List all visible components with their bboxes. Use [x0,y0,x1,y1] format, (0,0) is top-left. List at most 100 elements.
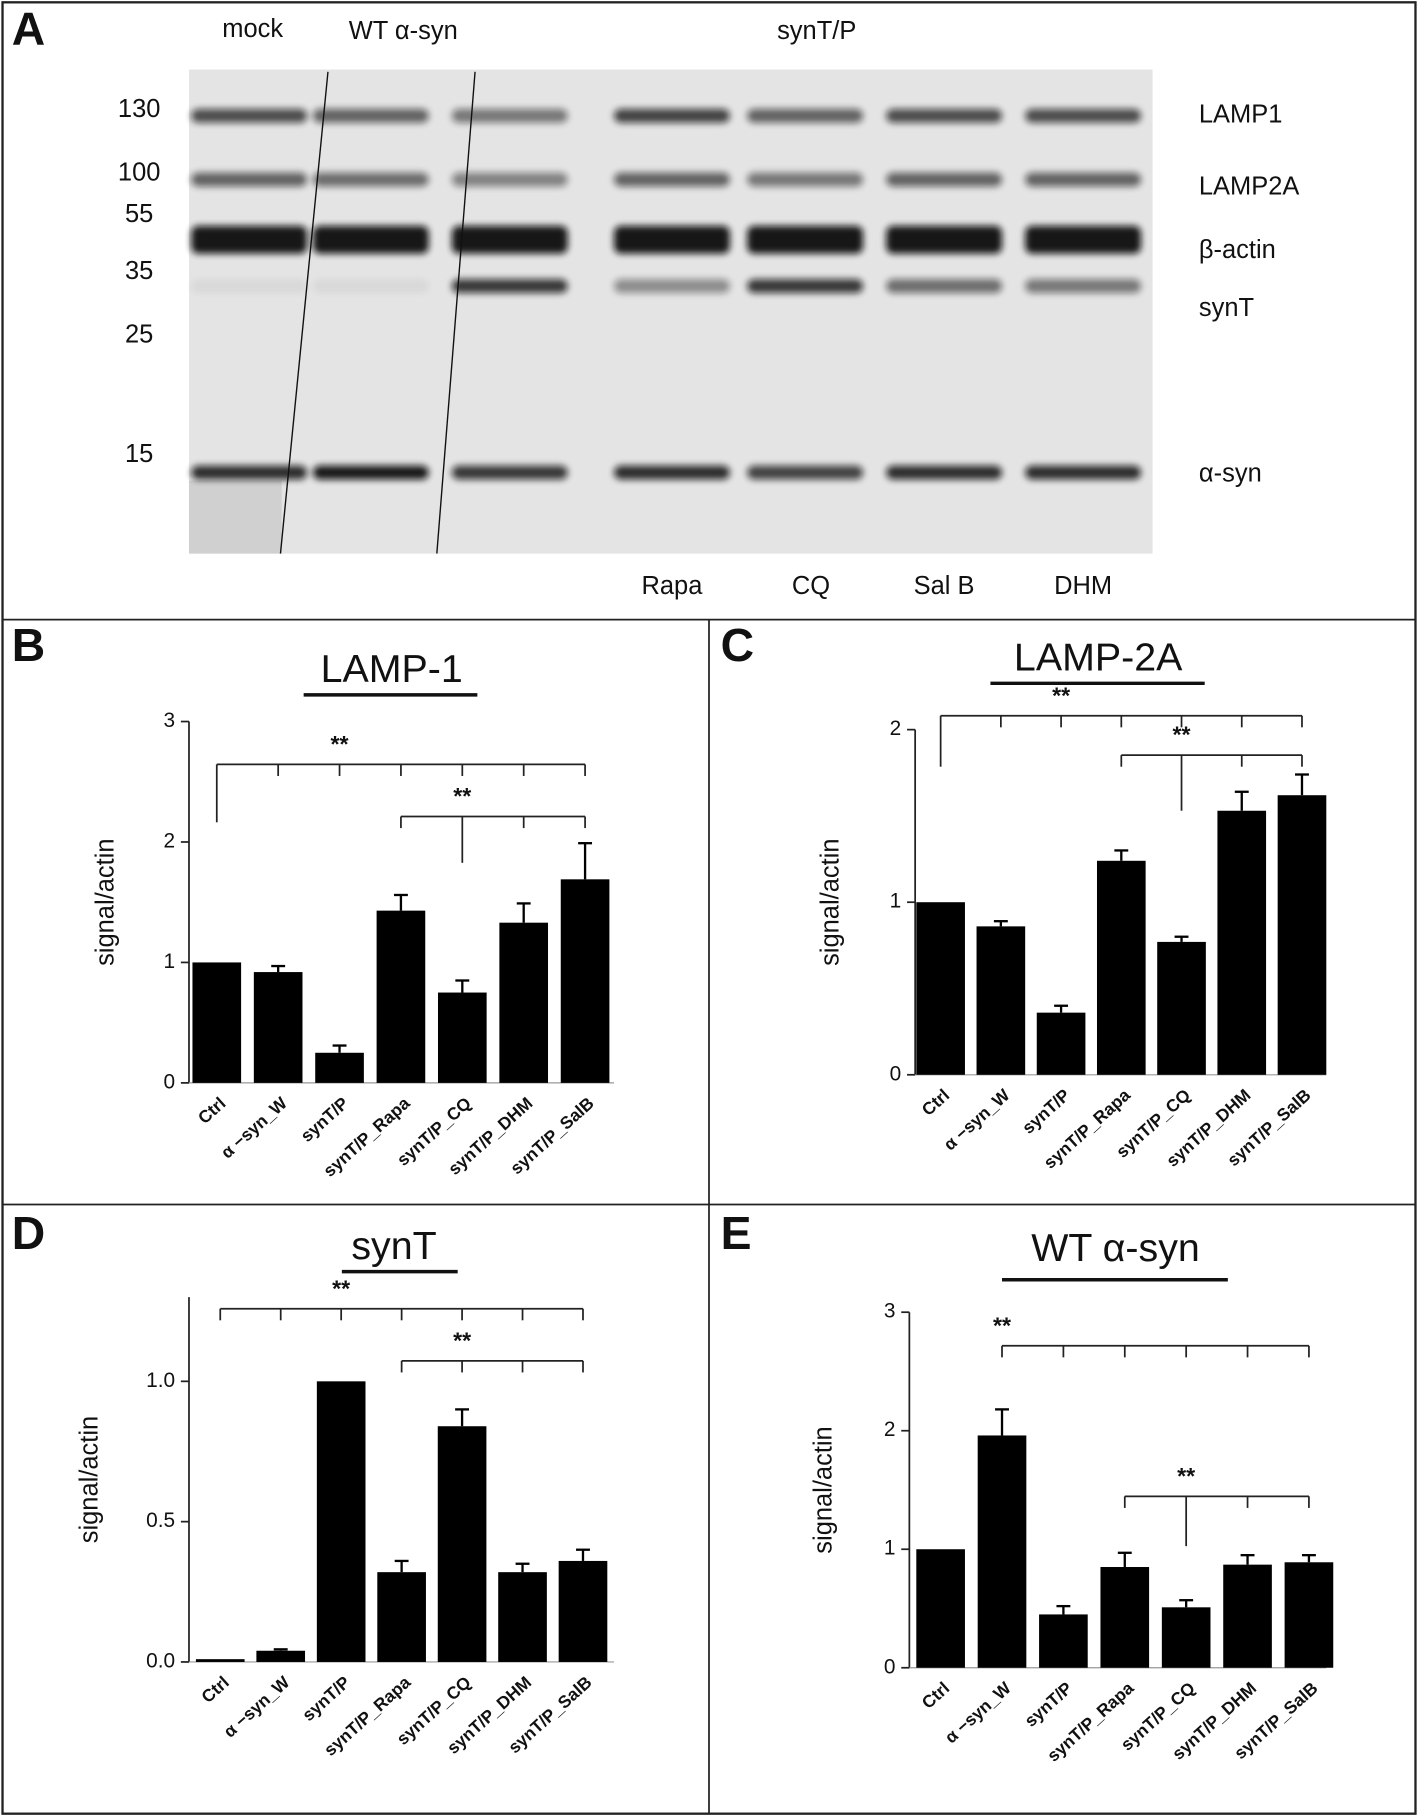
error-bar [1054,1004,1069,1013]
band [886,279,1003,294]
bar [1223,1564,1272,1668]
band [312,108,429,123]
band [614,108,730,123]
bar [437,1426,487,1662]
membrane-shade [188,480,282,554]
marker-label: 100 [118,158,161,186]
band [312,172,429,187]
panel-label: C [721,619,754,671]
band [747,225,864,254]
band [886,172,1003,187]
significance: ** [453,783,471,809]
band [747,279,864,294]
band [312,225,429,254]
chart-title: LAMP-2A [1014,636,1183,680]
significance: ** [1177,1463,1195,1489]
lane-label: CQ [792,572,830,600]
lane-divider [279,71,329,554]
bar [1277,795,1327,1075]
panel-label: E [721,1207,752,1259]
bar [195,1659,245,1662]
band [1025,108,1141,123]
band [614,172,730,187]
chart-title: LAMP-1 [321,647,463,691]
band [191,279,308,294]
bar [1039,1614,1088,1668]
membrane [188,69,1153,554]
band [747,172,864,187]
bar [437,992,487,1083]
error-bar [455,979,470,993]
band-label: LAMP1 [1199,101,1283,129]
y-tick-label: 0.5 [146,1509,175,1532]
y-tick-label: 3 [884,1300,896,1323]
band-label: LAMP2A [1199,172,1300,200]
significance: ** [1173,722,1191,748]
bar [976,926,1026,1075]
error-bar [394,1559,409,1573]
error-bar [1114,849,1129,861]
band [451,225,568,254]
bar [1157,941,1206,1075]
marker-label: 55 [125,200,153,228]
y-axis-label: signal/actin [75,1416,103,1543]
bar [499,922,549,1083]
bar [558,1560,608,1662]
error-bar [995,1408,1009,1436]
bar [1036,1012,1086,1075]
bar [498,1572,547,1662]
band [191,465,308,480]
band [451,172,568,187]
bar [376,910,426,1083]
error-bar [455,1408,470,1427]
significance: ** [993,1312,1011,1338]
significance: ** [453,1327,471,1353]
significance: ** [332,1275,350,1301]
chart-title: synT [351,1224,436,1268]
band [1025,465,1141,480]
error-bar [993,920,1008,927]
lane-label: synT/P [777,17,856,45]
band [1025,279,1141,294]
bar [315,1052,364,1083]
lane-label: Rapa [641,572,703,600]
lane-label: mock [222,15,283,43]
marker-label: 35 [125,257,153,285]
y-tick-label: 2 [163,829,175,852]
band-label: synT [1199,294,1254,322]
error-bar [1301,1554,1316,1563]
bar [1217,810,1267,1075]
error-bar [1174,935,1189,942]
band [614,225,730,254]
y-tick-label: 2 [884,1418,896,1441]
error-bar [332,1044,347,1053]
band [1025,225,1141,254]
band [747,108,864,123]
band [451,279,568,294]
error-bar [515,1562,530,1573]
band [886,225,1003,254]
band [191,108,308,123]
bar [916,1549,965,1668]
bar [377,1572,426,1662]
y-tick-label: 0 [163,1070,175,1093]
lane-label: WT α-syn [349,17,458,45]
panel-label: A [12,3,45,55]
bar [1161,1607,1211,1668]
error-bar [1179,1599,1194,1608]
error-bar [393,893,408,911]
error-bar [1295,773,1309,796]
band [614,279,730,294]
error-bar [1117,1551,1132,1568]
bar [560,879,610,1083]
bar [1096,860,1146,1075]
bar [256,1650,306,1662]
western-blot [188,69,1153,554]
bar [977,1435,1027,1668]
significance: ** [331,731,349,757]
band [886,465,1003,480]
panel-label: B [12,619,45,671]
band-label: α-syn [1199,460,1262,488]
bar [1100,1567,1150,1668]
